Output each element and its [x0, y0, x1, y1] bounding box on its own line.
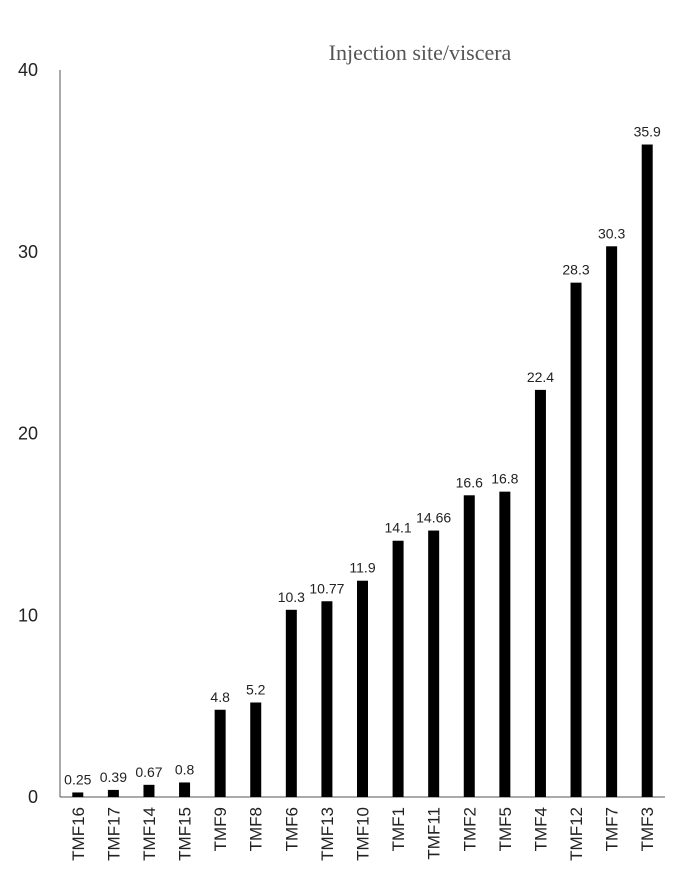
bar	[215, 710, 226, 797]
x-axis-ticks: TMF16 TMF17 TMF14 TMF15 TMF9 TMF8 TMF6 TMF13 TMF…	[69, 807, 657, 861]
bar	[428, 531, 439, 797]
bar	[499, 492, 510, 797]
data-label: 10.77	[309, 580, 344, 596]
bar	[179, 782, 190, 797]
x-tick-label: TMF16	[69, 807, 88, 861]
bars-group	[72, 145, 652, 797]
x-tick-label: TMF4	[531, 807, 550, 851]
data-label: 28.3	[562, 262, 589, 278]
x-tick-label: TMF8	[247, 807, 266, 851]
x-tick-label: TMF12	[567, 807, 586, 861]
bar	[357, 581, 368, 797]
data-label: 35.9	[634, 124, 661, 140]
x-tick-label: TMF14	[140, 807, 159, 861]
bar	[393, 541, 404, 797]
bar	[72, 792, 83, 797]
bar	[606, 246, 617, 797]
x-tick-label: TMF9	[211, 807, 230, 851]
bar	[535, 390, 546, 797]
data-label: 0.39	[100, 769, 127, 785]
data-label: 30.3	[598, 225, 625, 241]
data-label: 10.3	[278, 589, 305, 605]
chart-title: Injection site/viscera	[329, 40, 512, 65]
bar	[143, 785, 154, 797]
data-label: 22.4	[527, 369, 554, 385]
x-tick-label: TMF15	[176, 807, 195, 861]
y-axis-ticks: 0 10 20 30 40	[18, 60, 38, 807]
x-tick-label: TMF1	[389, 807, 408, 851]
x-tick-label: TMF3	[638, 807, 657, 851]
data-label: 4.8	[210, 689, 230, 705]
bar	[286, 610, 297, 797]
data-label: 11.9	[349, 560, 375, 576]
x-tick-label: TMF13	[318, 807, 337, 861]
y-tick-label: 10	[18, 605, 38, 625]
data-label: 16.8	[491, 471, 518, 487]
x-tick-label: TMF6	[282, 807, 301, 851]
data-label: 0.67	[135, 764, 162, 780]
data-label: 0.25	[64, 771, 91, 787]
data-label: 14.66	[416, 510, 451, 526]
data-label: 5.2	[246, 681, 266, 697]
y-tick-label: 0	[28, 787, 38, 807]
x-tick-label: TMF11	[425, 807, 444, 860]
x-tick-label: TMF2	[460, 807, 479, 851]
bar	[464, 495, 475, 797]
y-tick-label: 40	[18, 60, 38, 80]
bar	[321, 601, 332, 797]
bar	[250, 702, 261, 797]
y-tick-label: 30	[18, 242, 38, 262]
data-label: 0.8	[175, 761, 195, 777]
bar	[108, 790, 119, 797]
x-tick-label: TMF5	[496, 807, 515, 851]
x-tick-label: TMF17	[104, 807, 123, 861]
data-label: 16.6	[456, 474, 483, 490]
x-tick-label: TMF7	[603, 807, 622, 851]
data-label: 14.1	[384, 520, 411, 536]
y-tick-label: 20	[18, 424, 38, 444]
bar	[571, 283, 582, 797]
x-tick-label: TMF10	[354, 807, 373, 861]
bar	[642, 145, 653, 797]
